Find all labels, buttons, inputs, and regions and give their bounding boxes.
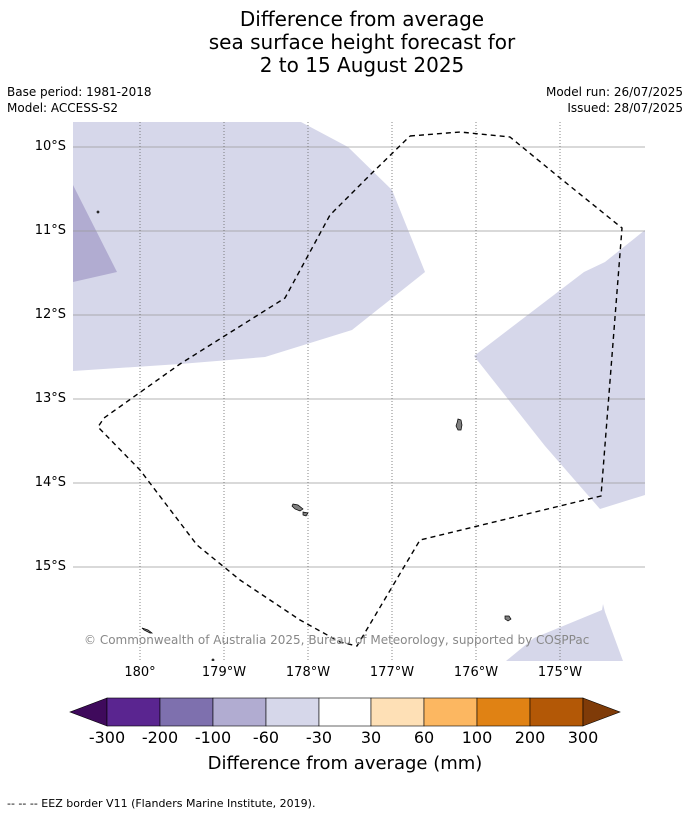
colorbar-extend-low — [69, 697, 108, 727]
colorbar-segment-6 — [370, 697, 425, 727]
island-wallis — [455, 418, 463, 431]
eez-border — [97, 131, 623, 647]
colorbar-segment-5 — [318, 697, 372, 727]
model-name: Model: ACCESS-S2 — [7, 101, 119, 115]
colorbar-segment-8 — [476, 697, 531, 727]
lat-label-10s: 10°S — [34, 139, 66, 154]
lon-label-178w: 178°W — [285, 665, 331, 680]
anomaly-region-west-medium — [73, 185, 117, 282]
island-southeast-islet — [504, 615, 512, 622]
lat-label-13s: 13°S — [34, 391, 66, 406]
copyright-notice: © Commonwealth of Australia 2025, Bureau… — [84, 633, 590, 647]
colorbar-segment-9 — [529, 697, 584, 727]
colorbar-segment-3 — [212, 697, 267, 727]
colorbar-extend-high — [582, 697, 621, 727]
lon-label-180: 180° — [124, 665, 156, 680]
colorbar-segment-1 — [106, 697, 161, 727]
lat-label-15s: 15°S — [34, 559, 66, 574]
issued-date: Issued: 28/07/2025 — [567, 101, 683, 115]
lon-label-177w: 177°W — [369, 665, 415, 680]
colorbar-tick: 200 — [514, 728, 546, 747]
anomaly-region-east — [474, 230, 645, 509]
model-run: Model run: 26/07/2025 — [545, 85, 683, 99]
lon-label-179w: 179°W — [201, 665, 247, 680]
lon-label-175w: 175°W — [537, 665, 583, 680]
map-area — [73, 122, 645, 661]
meta-right: Model run: 26/07/2025 Issued: 28/07/2025 — [546, 84, 683, 116]
colorbar-tick: 100 — [461, 728, 493, 747]
colorbar-tick: -100 — [194, 728, 232, 747]
lon-label-176w: 176°W — [453, 665, 499, 680]
lat-gridlines — [73, 146, 645, 568]
lat-label-12s: 12°S — [34, 307, 66, 322]
title-line-3: 2 to 15 August 2025 — [259, 53, 465, 77]
island-futuna — [291, 503, 304, 512]
title-line-2: sea surface height forecast for — [208, 30, 516, 54]
colorbar-tick: 30 — [360, 728, 382, 747]
colorbar-tick: -60 — [252, 728, 280, 747]
anomaly-region-southeast — [506, 604, 623, 661]
anomaly-region-northwest — [73, 122, 425, 371]
islands — [96, 210, 512, 661]
title-line-1: Difference from average — [239, 7, 485, 31]
islet-south — [211, 658, 215, 661]
lat-label-11s: 11°S — [34, 223, 66, 238]
colorbar-tick: -30 — [305, 728, 333, 747]
colorbar-tick: -200 — [141, 728, 179, 747]
colorbar-title: Difference from average (mm) — [207, 753, 483, 774]
colorbar-segment-7 — [423, 697, 478, 727]
lat-label-14s: 14°S — [34, 475, 66, 490]
chart-title: Difference from average sea surface heig… — [0, 8, 690, 77]
colorbar-tick: -300 — [88, 728, 126, 747]
colorbar-tick: 300 — [567, 728, 599, 747]
islet-northwest — [96, 210, 100, 214]
colorbar-tick: 60 — [413, 728, 435, 747]
colorbar — [69, 697, 621, 727]
colorbar-segment-2 — [159, 697, 214, 727]
island-southwest-islet — [141, 627, 154, 634]
meta-left: Base period: 1981-2018 Model: ACCESS-S2 — [7, 84, 152, 116]
island-alofi — [302, 511, 309, 517]
base-period: Base period: 1981-2018 — [7, 85, 152, 99]
colorbar-segment-4 — [265, 697, 320, 727]
eez-legend-footer: -- -- -- EEZ border V11 (Flanders Marine… — [7, 797, 316, 810]
